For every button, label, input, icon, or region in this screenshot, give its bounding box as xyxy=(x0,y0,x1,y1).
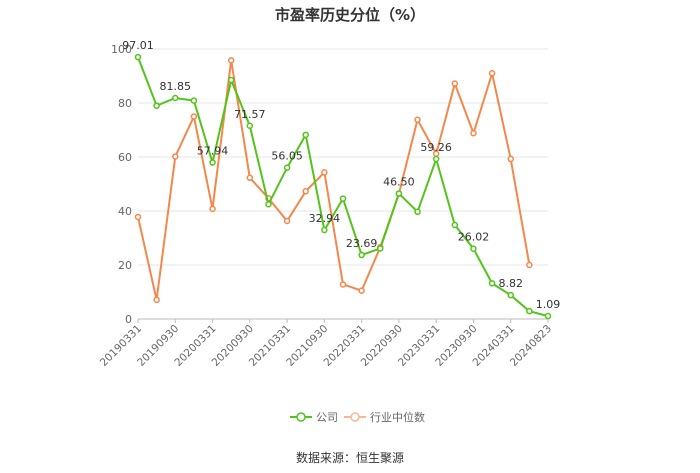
series-line xyxy=(137,56,549,318)
data-point xyxy=(321,226,328,234)
data-point xyxy=(134,213,142,221)
data-point xyxy=(470,245,477,252)
data-point xyxy=(451,80,459,87)
data-point xyxy=(544,312,552,320)
data-label: 46.50 xyxy=(383,175,415,188)
data-label: 59.26 xyxy=(420,141,452,154)
data-point xyxy=(209,205,216,213)
data-point xyxy=(265,201,272,208)
data-point xyxy=(488,70,496,77)
data-point xyxy=(470,129,477,137)
data-point xyxy=(432,155,440,163)
data-point xyxy=(227,57,235,64)
data-point xyxy=(302,188,309,195)
y-tick-label: 20 xyxy=(118,259,132,272)
data-point xyxy=(526,261,533,269)
data-label: 56.05 xyxy=(271,150,303,163)
series-line xyxy=(137,60,531,301)
data-source: 数据来源：恒生聚源 xyxy=(295,451,404,465)
legend-marker xyxy=(350,412,360,422)
data-label: 71.57 xyxy=(234,108,266,121)
data-point xyxy=(209,159,216,166)
data-point xyxy=(526,307,533,315)
data-point xyxy=(451,221,459,229)
data-point xyxy=(246,122,254,130)
data-point xyxy=(172,153,179,160)
data-point xyxy=(358,287,365,294)
data-point xyxy=(507,291,514,299)
data-label: 57.94 xyxy=(197,145,229,158)
y-tick-label: 100 xyxy=(111,43,132,56)
data-label: 32.94 xyxy=(309,212,341,225)
data-point xyxy=(190,113,198,120)
data-label: 97.01 xyxy=(122,39,154,52)
data-point xyxy=(377,245,384,252)
chart-title: 市盈率历史分位（%） xyxy=(274,6,426,24)
legend-marker xyxy=(296,412,306,422)
data-point xyxy=(172,94,179,102)
legend-label: 行业中位数 xyxy=(370,410,425,424)
data-point xyxy=(414,208,421,216)
data-label: 81.85 xyxy=(160,80,192,93)
y-tick-label: 80 xyxy=(118,97,132,110)
data-point xyxy=(414,116,421,123)
data-point xyxy=(321,169,328,176)
data-point xyxy=(507,155,514,163)
data-point xyxy=(227,76,235,84)
data-point xyxy=(358,251,365,259)
y-tick-label: 40 xyxy=(118,205,132,218)
data-label: 1.09 xyxy=(536,298,561,311)
data-label: 8.82 xyxy=(498,277,523,290)
data-point xyxy=(190,97,198,104)
data-point xyxy=(339,281,347,288)
data-point xyxy=(246,174,254,182)
data-label: 23.69 xyxy=(346,237,378,250)
y-tick-label: 0 xyxy=(125,313,132,326)
data-point xyxy=(283,164,291,171)
data-label: 26.02 xyxy=(458,231,490,244)
data-point xyxy=(153,296,160,304)
data-point xyxy=(395,190,403,197)
data-point xyxy=(302,131,309,139)
legend-label: 公司 xyxy=(316,411,338,424)
data-point xyxy=(283,217,291,225)
data-point xyxy=(488,280,496,287)
y-tick-label: 60 xyxy=(118,151,132,164)
data-point xyxy=(339,195,347,202)
data-point xyxy=(153,102,160,109)
data-point xyxy=(134,53,142,61)
